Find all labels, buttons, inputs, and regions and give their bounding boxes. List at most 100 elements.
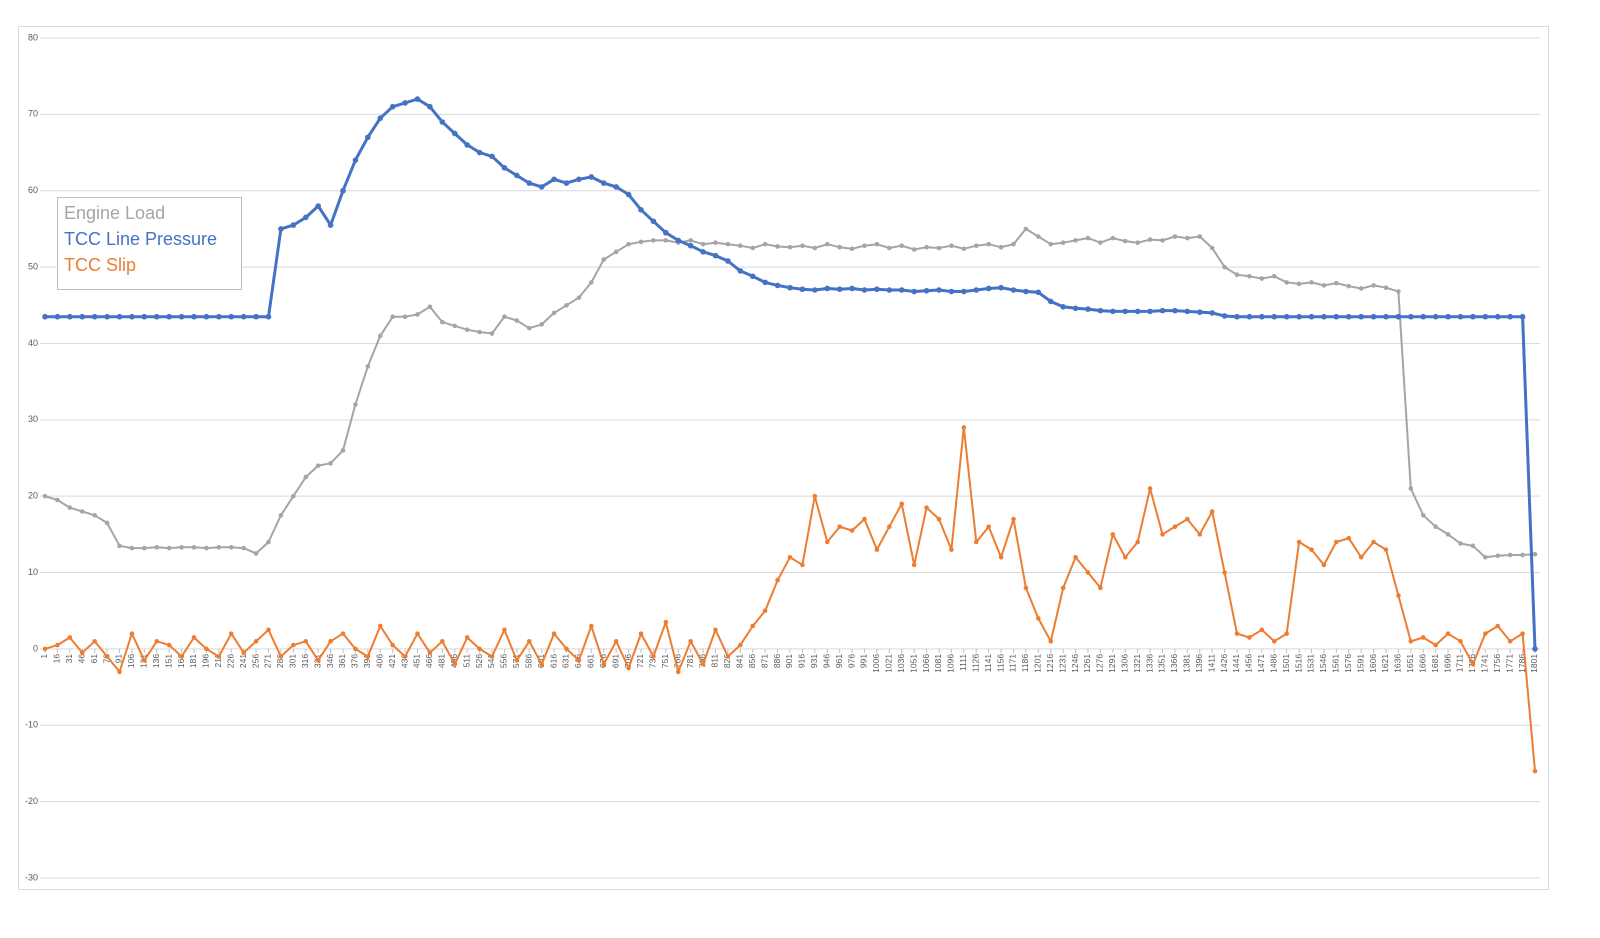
y-tick-label: 50 <box>28 261 38 271</box>
x-tick-label: 931 <box>809 654 819 668</box>
x-tick-label: 1051 <box>908 654 918 673</box>
data-point <box>1036 234 1041 239</box>
x-tick-label: 781 <box>685 654 695 668</box>
data-point <box>1495 553 1501 559</box>
data-point <box>104 520 110 526</box>
x-tick-label: 46 <box>77 654 87 664</box>
data-point <box>141 313 148 320</box>
x-tick-label: 1231 <box>1057 654 1067 673</box>
data-point <box>340 631 346 636</box>
data-point <box>1296 313 1302 320</box>
x-tick-label: 556 <box>499 654 509 668</box>
data-point <box>961 425 967 430</box>
data-point <box>1445 631 1451 636</box>
data-point <box>179 654 184 659</box>
data-point <box>1172 307 1178 314</box>
data-point <box>502 627 507 633</box>
data-point <box>849 285 855 292</box>
data-point <box>1035 289 1042 296</box>
data-point <box>1110 308 1116 315</box>
x-tick-label: 256 <box>250 654 260 668</box>
y-tick-label: -10 <box>25 720 38 730</box>
data-point <box>613 249 619 255</box>
data-point <box>986 241 991 247</box>
data-point <box>117 669 122 675</box>
data-point <box>377 333 383 339</box>
data-point <box>538 184 545 190</box>
data-point <box>1122 308 1129 315</box>
x-tick-label: 616 <box>548 654 558 668</box>
data-point <box>253 551 259 556</box>
data-point <box>1483 554 1488 560</box>
data-point <box>440 638 445 644</box>
data-point <box>812 493 818 499</box>
data-point <box>328 461 333 466</box>
data-point <box>775 577 780 583</box>
data-point <box>116 313 123 320</box>
data-point <box>601 257 607 262</box>
x-tick-label: 841 <box>735 654 745 668</box>
data-point <box>551 176 557 183</box>
data-point <box>1507 552 1513 558</box>
data-point <box>1159 307 1166 314</box>
data-point <box>961 246 967 252</box>
data-point <box>836 286 843 293</box>
data-point <box>1284 280 1289 285</box>
data-point <box>1222 264 1227 270</box>
x-tick-label: 1576 <box>1343 654 1353 673</box>
x-tick-label: 751 <box>660 654 670 668</box>
data-point <box>887 245 892 251</box>
x-tick-label: 1111 <box>958 654 968 671</box>
y-tick-label: 60 <box>28 185 38 195</box>
data-point <box>1507 638 1513 644</box>
data-point <box>725 241 731 247</box>
data-point <box>390 314 395 320</box>
data-point <box>1445 313 1451 320</box>
x-tick-label: 196 <box>201 654 211 668</box>
data-point <box>1085 235 1091 241</box>
data-point <box>551 310 557 316</box>
data-point <box>1259 313 1265 320</box>
data-point <box>489 153 495 160</box>
data-point <box>1110 532 1116 537</box>
data-point <box>986 524 991 530</box>
data-point <box>1482 313 1489 320</box>
data-point <box>961 288 967 295</box>
x-tick-label: 1216 <box>1045 654 1055 673</box>
x-tick-label: 661 <box>586 654 596 668</box>
x-tick-label: 481 <box>437 654 447 668</box>
x-tick-label: 1066 <box>921 654 931 673</box>
x-tick-label: 916 <box>797 654 807 668</box>
data-point <box>1458 541 1463 546</box>
data-point <box>1321 283 1327 288</box>
y-tick-label: -30 <box>25 872 38 882</box>
data-point <box>1396 593 1401 598</box>
data-point <box>1495 623 1501 629</box>
data-point <box>1321 313 1327 320</box>
data-point <box>924 505 929 510</box>
data-point <box>191 635 197 640</box>
data-point <box>1420 512 1426 518</box>
x-tick-label: 1501 <box>1281 654 1291 673</box>
data-point <box>340 448 346 453</box>
data-point <box>1023 226 1029 232</box>
data-point <box>327 222 334 228</box>
x-tick-label: 301 <box>288 654 298 668</box>
x-tick-label: 271 <box>263 654 273 668</box>
data-point <box>55 642 60 648</box>
x-tick-label: 1261 <box>1082 654 1092 673</box>
data-point <box>1333 313 1340 320</box>
data-point <box>166 545 172 551</box>
data-point <box>1470 313 1476 320</box>
data-point <box>564 646 569 652</box>
data-point <box>812 245 818 251</box>
data-point <box>204 646 209 652</box>
x-tick-label: 1036 <box>896 654 906 673</box>
data-point <box>67 635 73 640</box>
data-point <box>526 325 532 331</box>
data-point <box>477 646 482 652</box>
x-tick-label: 136 <box>151 654 161 668</box>
data-point <box>1172 524 1178 530</box>
data-point <box>1209 245 1215 251</box>
data-point <box>1371 283 1376 288</box>
